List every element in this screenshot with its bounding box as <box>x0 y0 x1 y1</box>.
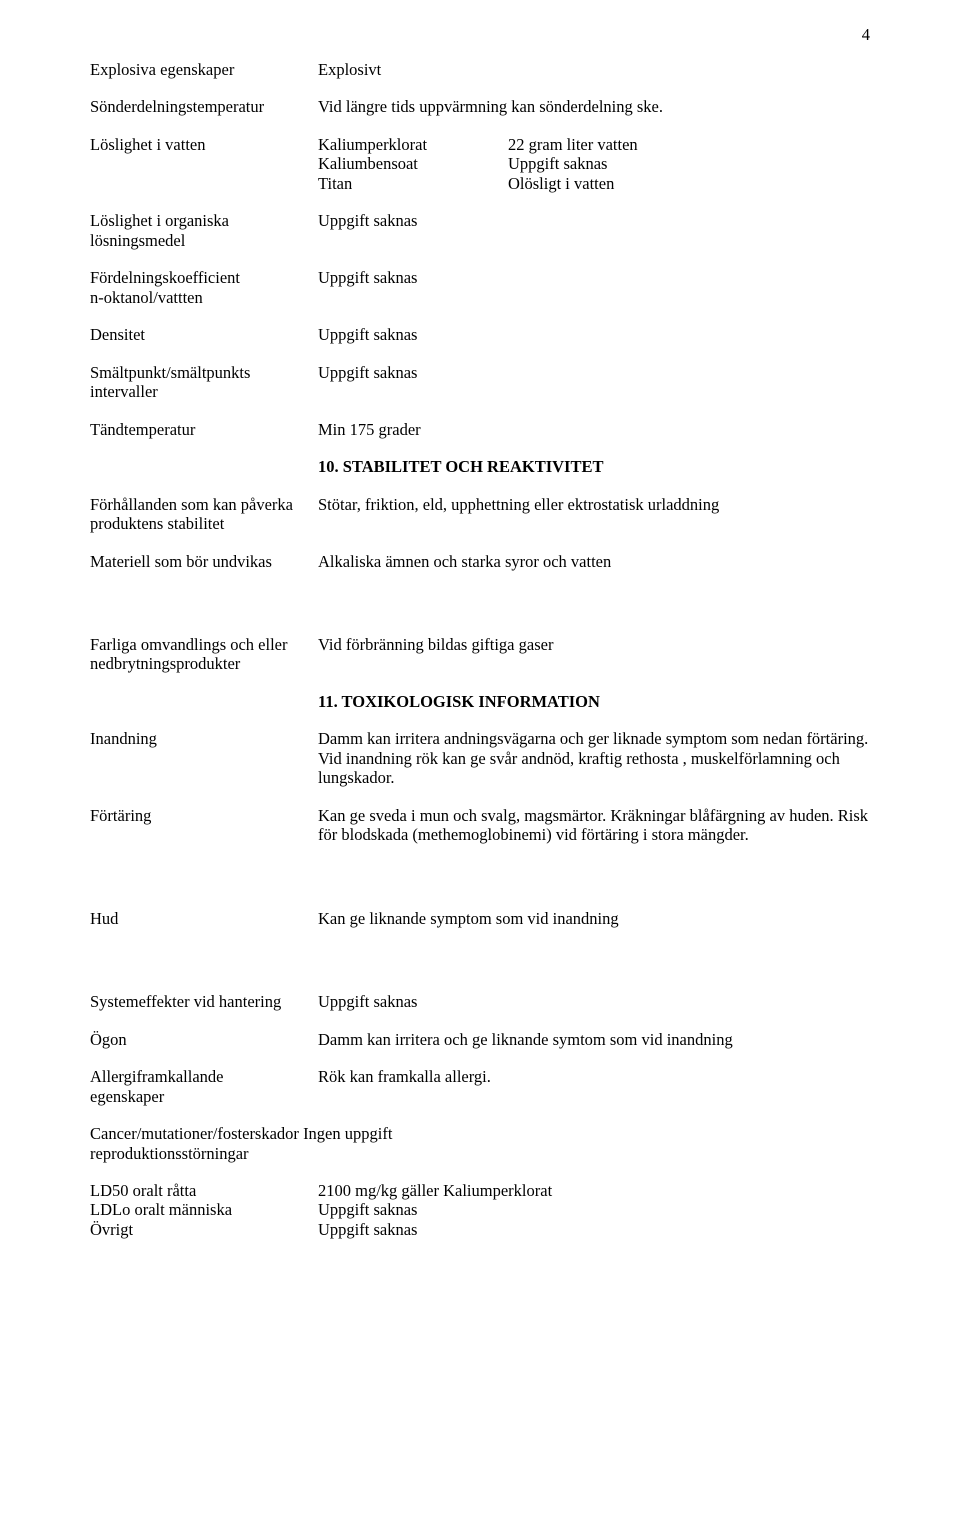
row-allergy: Allergiframkallande egenskaper Rök kan f… <box>90 1067 870 1106</box>
label: Tändtemperatur <box>90 420 318 439</box>
value: Alkaliska ämnen och starka syror och vat… <box>318 552 870 571</box>
label: Cancer/mutationer/fosterskador Ingen upp… <box>90 1124 350 1163</box>
value: Vid längre tids uppvärmning kan sönderde… <box>318 97 870 116</box>
row-solubility-organic: Löslighet i organiska lösningsmedel Uppg… <box>90 211 870 250</box>
row-ldlo: LDLo oralt människa Uppgift saknas <box>90 1200 870 1219</box>
label: Ögon <box>90 1030 318 1049</box>
label: Förtäring <box>90 806 318 845</box>
label-line1: Löslighet i organiska <box>90 211 229 230</box>
label: Inandning <box>90 729 318 787</box>
sub-key: Titan <box>318 174 508 193</box>
value: Damm kan irritera och ge liknande symtom… <box>318 1030 870 1049</box>
label: LD50 oralt råtta <box>90 1181 318 1200</box>
label: Förhållanden som kan påverka produktens … <box>90 495 318 534</box>
row-ingestion: Förtäring Kan ge sveda i mun och svalg, … <box>90 806 870 845</box>
label: Systemeffekter vid hantering <box>90 992 318 1011</box>
label-line2: n-oktanol/vattten <box>90 288 203 307</box>
label: Materiell som bör undvikas <box>90 552 318 571</box>
row-explosive: Explosiva egenskaper Explosivt <box>90 60 870 79</box>
label-line2: egenskaper <box>90 1087 164 1106</box>
row-stability-conditions: Förhållanden som kan påverka produktens … <box>90 495 870 534</box>
value: 2100 mg/kg gäller Kaliumperklorat <box>318 1181 870 1200</box>
label: Fördelningskoefficient n-oktanol/vattten <box>90 268 318 307</box>
row-skin: Hud Kan ge liknande symptom som vid inan… <box>90 909 870 928</box>
label-line1: Fördelningskoefficient <box>90 268 240 287</box>
row-other: Övrigt Uppgift saknas <box>90 1220 870 1239</box>
value: Rök kan framkalla allergi. <box>318 1067 870 1106</box>
label: Löslighet i organiska lösningsmedel <box>90 211 318 250</box>
label: Explosiva egenskaper <box>90 60 318 79</box>
label: Löslighet i vatten <box>90 135 318 193</box>
value: Stötar, friktion, eld, upphettning eller… <box>318 495 870 534</box>
value: Uppgift saknas <box>318 211 870 250</box>
label-line1: Allergiframkallande <box>90 1067 223 1086</box>
label: Hud <box>90 909 318 928</box>
label-line2: nedbrytningsprodukter <box>90 654 240 673</box>
label-line1: Cancer/mutationer/fosterskador <box>90 1124 299 1143</box>
row-solubility-water: Löslighet i vatten Kaliumperklorat 22 gr… <box>90 135 870 193</box>
label: Övrigt <box>90 1220 318 1239</box>
row-ignition-temp: Tändtemperatur Min 175 grader <box>90 420 870 439</box>
value: Min 175 grader <box>318 420 870 439</box>
label: Densitet <box>90 325 318 344</box>
value: Uppgift saknas <box>318 1220 870 1239</box>
row-melting-point: Smältpunkt/smältpunkts intervaller Uppgi… <box>90 363 870 402</box>
row-systemic-effects: Systemeffekter vid hantering Uppgift sak… <box>90 992 870 1011</box>
value: Uppgift saknas <box>318 1200 870 1219</box>
value: Kaliumperklorat 22 gram liter vatten Kal… <box>318 135 870 193</box>
value: Kan ge liknande symptom som vid inandnin… <box>318 909 870 928</box>
sub-value: Uppgift saknas <box>508 154 870 173</box>
row-decomp-products: Farliga omvandlings och eller nedbrytnin… <box>90 635 870 674</box>
label-line1: Farliga omvandlings och eller <box>90 635 288 654</box>
label: Sönderdelningstemperatur <box>90 97 318 116</box>
section-10-heading: 10. STABILITET OCH REAKTIVITET <box>318 457 870 476</box>
label: Smältpunkt/smältpunkts intervaller <box>90 363 318 402</box>
value: Vid förbränning bildas giftiga gaser <box>318 635 870 674</box>
value: Explosivt <box>318 60 870 79</box>
sub-key: Kaliumperklorat <box>318 135 508 154</box>
label: LDLo oralt människa <box>90 1200 318 1219</box>
label-line1: Förhållanden som kan påverka <box>90 495 293 514</box>
sub-key: Kaliumbensoat <box>318 154 508 173</box>
row-density: Densitet Uppgift saknas <box>90 325 870 344</box>
row-ld50: LD50 oralt råtta 2100 mg/kg gäller Kaliu… <box>90 1181 870 1200</box>
value: Uppgift saknas <box>318 325 870 344</box>
row-partition-coeff: Fördelningskoefficient n-oktanol/vattten… <box>90 268 870 307</box>
page-number: 4 <box>862 25 870 44</box>
label-line1: Smältpunkt/smältpunkts <box>90 363 250 382</box>
value: Uppgift saknas <box>318 363 870 402</box>
section-11-heading: 11. TOXIKOLOGISK INFORMATION <box>318 692 870 711</box>
value: Damm kan irritera andningsvägarna och ge… <box>318 729 870 787</box>
row-materials-avoid: Materiell som bör undvikas Alkaliska ämn… <box>90 552 870 571</box>
row-cancer-mutations: Cancer/mutationer/fosterskador Ingen upp… <box>90 1124 870 1163</box>
value: Kan ge sveda i mun och svalg, magsmärtor… <box>318 806 870 845</box>
label: Allergiframkallande egenskaper <box>90 1067 318 1106</box>
sub-value: Olösligt i vatten <box>508 174 870 193</box>
label: Farliga omvandlings och eller nedbrytnin… <box>90 635 318 674</box>
row-decomp-temp: Sönderdelningstemperatur Vid längre tids… <box>90 97 870 116</box>
label-line2: lösningsmedel <box>90 231 185 250</box>
label-line2: produktens stabilitet <box>90 514 224 533</box>
value: Uppgift saknas <box>318 992 870 1011</box>
label-line2: intervaller <box>90 382 158 401</box>
label-line2: reproduktionsstörningar <box>90 1144 249 1163</box>
row-inhalation: Inandning Damm kan irritera andningsväga… <box>90 729 870 787</box>
sub-value: 22 gram liter vatten <box>508 135 870 154</box>
value: Uppgift saknas <box>318 268 870 307</box>
row-eyes: Ögon Damm kan irritera och ge liknande s… <box>90 1030 870 1049</box>
